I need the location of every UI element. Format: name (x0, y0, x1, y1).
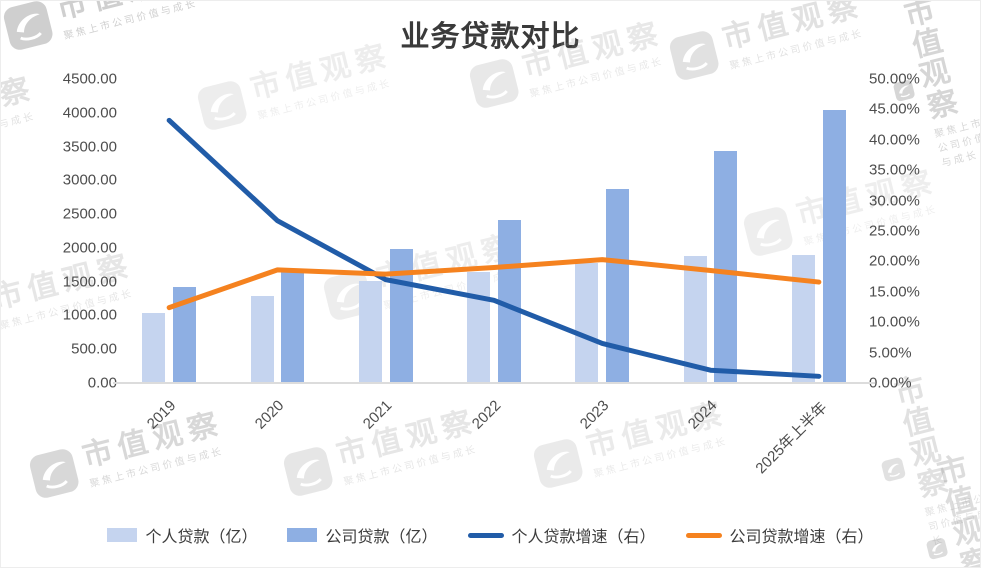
y-axis-label-right: 0.00% (869, 374, 912, 392)
x-axis-label: 2021 (360, 397, 396, 433)
y-axis-label-left: 2500.00 (62, 205, 117, 223)
legend-bar-swatch-icon (287, 528, 318, 542)
y-axis-label-right: 45.00% (869, 100, 920, 118)
y-axis-label-right: 15.00% (869, 283, 920, 301)
y-axis-label-left: 4500.00 (62, 70, 117, 88)
y-axis-label-left: 4000.00 (62, 104, 117, 122)
y-axis-label-left: 3000.00 (62, 171, 117, 189)
y-axis-label-right: 25.00% (869, 222, 920, 240)
legend-item: 公司贷款增速（右） (685, 523, 874, 547)
y-axis-label-left: 0.00 (87, 374, 117, 392)
legend-item: 个人贷款增速（右） (467, 523, 656, 547)
y-axis-label-right: 20.00% (869, 252, 920, 270)
legend-line-swatch-icon (467, 532, 504, 538)
y-axis-label-right: 30.00% (869, 192, 920, 210)
x-axis-label: 2020 (251, 397, 288, 433)
legend: 个人贷款（亿） 公司贷款（亿） 个人贷款增速（右） 公司贷款增速（右） (1, 523, 980, 547)
y-axis-label-left: 3500.00 (62, 138, 117, 156)
legend-item: 公司贷款（亿） (287, 523, 438, 547)
bar-series1-2019 (142, 313, 166, 383)
legend-label: 个人贷款增速（右） (511, 529, 656, 546)
y-axis-label-left: 500.00 (71, 340, 117, 358)
y-axis-label-left: 1500.00 (62, 273, 117, 291)
x-axis-label: 2025年上半年 (752, 399, 831, 478)
chart-title: 业务贷款对比 (400, 21, 581, 53)
legend-label: 个人贷款（亿） (145, 529, 258, 546)
x-axis-label: 2022 (468, 397, 505, 433)
y-axis-label-right: 35.00% (869, 161, 920, 179)
x-axis-label: 2019 (143, 397, 180, 433)
legend-line-swatch-icon (685, 532, 722, 538)
legend-item: 个人贷款（亿） (107, 523, 257, 547)
x-axis-label: 2023 (576, 397, 613, 433)
legend-bar-swatch-icon (107, 528, 138, 542)
legend-label: 公司贷款增速（右） (729, 529, 874, 546)
x-axis-line (113, 382, 875, 384)
y-axis-label-right: 50.00% (869, 70, 920, 88)
x-axis-label: 2024 (684, 397, 721, 433)
legend-label: 公司贷款（亿） (325, 529, 438, 546)
y-axis-label-right: 5.00% (869, 344, 912, 362)
y-axis-label-right: 40.00% (869, 131, 920, 149)
y-axis-label-right: 10.00% (869, 313, 920, 331)
y-axis-label-left: 2000.00 (62, 239, 117, 257)
bar-series2-2025年上半年 (822, 110, 846, 383)
y-axis-label-left: 1000.00 (62, 306, 117, 324)
